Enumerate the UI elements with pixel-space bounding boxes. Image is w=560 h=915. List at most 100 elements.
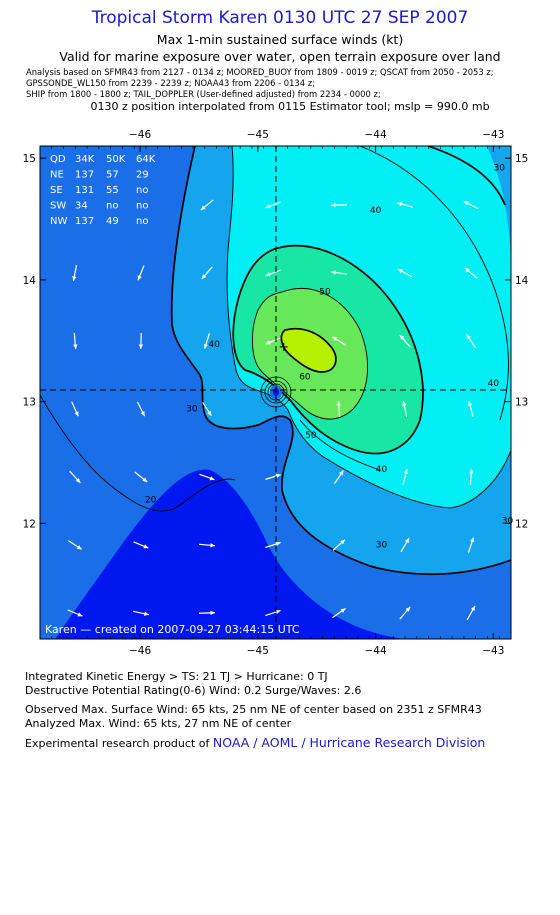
experimental-line: Experimental research product of NOAA / … xyxy=(25,735,485,750)
wind-radii-cell: NW xyxy=(50,216,67,227)
wind-radii-cell: NE xyxy=(50,170,64,181)
wind-arrow-head xyxy=(138,344,144,349)
wind-arrow-head xyxy=(275,609,281,614)
wind-radii-header-cell: 64K xyxy=(136,154,156,165)
wind-arrow-head xyxy=(200,205,206,211)
wind-arrow-head xyxy=(402,401,407,407)
wind-arrow-head xyxy=(336,401,341,406)
wind-radii-cell: 29 xyxy=(136,170,149,181)
y-tick-label-left: 14 xyxy=(23,275,37,287)
wind-radii-cell: 34 xyxy=(75,201,88,212)
wind-arrow-head xyxy=(340,608,346,613)
wind-arrow-head xyxy=(469,469,474,474)
wind-arrow-head xyxy=(203,343,209,349)
analyzed-line: Analyzed Max. Wind: 65 kts, 27 nm NE of … xyxy=(25,717,292,730)
wind-arrow-head xyxy=(207,410,212,416)
wind-arrow-head xyxy=(77,612,83,617)
x-tick-label-top: −43 xyxy=(482,129,504,141)
x-tick-label-bottom: −46 xyxy=(129,645,151,657)
wind-radii-header-cell: QD xyxy=(50,154,66,165)
wind-arrow-head xyxy=(340,539,345,545)
contour-label: 30 xyxy=(502,516,514,526)
wind-arrow-head xyxy=(468,401,473,407)
wind-arrow-head xyxy=(464,267,470,273)
wind-arrow-head xyxy=(403,469,408,475)
x-tick-label-top: −45 xyxy=(247,129,269,141)
wind-arrow-head xyxy=(339,470,344,476)
wind-arrow-head xyxy=(265,340,271,345)
band-ge64 xyxy=(281,328,336,372)
wind-arrow-head xyxy=(397,269,403,274)
wind-arrow-head xyxy=(73,344,78,349)
dpr-line: Destructive Potential Rating(0-6) Wind: … xyxy=(25,684,362,697)
contour-40-outer xyxy=(359,146,509,421)
analysis-line-1: Analysis based on SFMR43 from 2127 - 013… xyxy=(26,67,494,77)
analysis-line-2: GPSSONDE_WL150 from 2239 - 2239 z; NOAA4… xyxy=(26,78,315,88)
wind-radii-cell: no xyxy=(136,185,148,196)
wind-radii-header-cell: 34K xyxy=(75,154,95,165)
wind-radii-cell: 137 xyxy=(75,170,94,181)
chart-subtitle: Max 1-min sustained surface winds (kt) xyxy=(156,32,404,47)
contour-label: 20 xyxy=(145,496,157,506)
wind-arrow-head xyxy=(201,274,207,280)
contour-60 xyxy=(251,288,369,420)
wind-arrow-head xyxy=(140,411,145,417)
contour-label: 40 xyxy=(376,465,388,475)
contour-label: 40 xyxy=(209,340,221,350)
y-tick-label-left: 12 xyxy=(23,518,36,530)
contour-label: 30 xyxy=(186,404,198,414)
x-tick-label-bottom: −43 xyxy=(482,645,504,657)
y-tick-label-left: 15 xyxy=(23,153,36,165)
wind-arrow-head xyxy=(331,270,336,275)
wind-radii-cell: SE xyxy=(50,185,63,196)
wind-arrow-head xyxy=(397,201,403,207)
contour-30 xyxy=(170,146,511,576)
wind-arrow-head xyxy=(210,610,215,616)
wind-arrow-head xyxy=(76,545,82,550)
wind-radii-cell: 55 xyxy=(106,185,119,196)
wind-arrow-head xyxy=(210,543,215,548)
wind-radii-cell: 137 xyxy=(75,216,94,227)
wind-arrow-head xyxy=(275,473,281,479)
wind-arrow-head xyxy=(143,544,149,549)
wind-arrow-head xyxy=(265,272,271,277)
position-line: 0130 z position interpolated from 0115 E… xyxy=(90,100,490,113)
x-tick-label-bottom: −45 xyxy=(247,645,269,657)
wind-arrow-head xyxy=(332,336,338,342)
ike-line: Integrated Kinetic Energy > TS: 21 TJ > … xyxy=(25,670,328,683)
wind-radii-title: WIND RADII (NM) xyxy=(50,137,131,148)
wind-arrow-head xyxy=(74,411,79,417)
wind-arrow-head xyxy=(331,202,336,208)
y-tick-label-right: 15 xyxy=(515,153,528,165)
contour-30-outer xyxy=(427,146,506,206)
contour-label: 30 xyxy=(376,541,388,551)
contour-20 xyxy=(40,394,236,512)
max-wind-marker xyxy=(279,342,288,351)
wind-arrow-head xyxy=(405,606,411,612)
contour-label: 30 xyxy=(493,163,505,173)
contour-label: 60 xyxy=(299,373,311,383)
wind-arrow-head xyxy=(470,606,475,612)
wind-arrow-head xyxy=(75,478,81,483)
wind-arrow-head xyxy=(142,477,148,482)
wind-arrow-head xyxy=(399,334,405,340)
org-link[interactable]: NOAA / AOML / Hurricane Research Divisio… xyxy=(212,735,486,750)
wind-arrow-head xyxy=(265,204,271,209)
contour-50 xyxy=(232,244,424,455)
wind-arrows xyxy=(67,199,479,621)
contour-label: 50 xyxy=(319,288,331,298)
wind-field-chart: WIND RADII (NM) QD 34K 50K 64K NE 137 57 29 SE 13… xyxy=(23,129,529,657)
wind-radii-cell: 49 xyxy=(106,216,119,227)
wind-radii-cell: 57 xyxy=(106,170,119,181)
wind-radii-cell: no xyxy=(136,201,148,212)
wind-arrow-head xyxy=(463,201,469,206)
contour-inner-edge xyxy=(299,419,381,471)
axes: −46 −46 −45 −45 −44 −44 −43 −43 12 12 13 13 14 14 15 15 xyxy=(23,129,529,657)
wind-arrow-head xyxy=(72,276,77,281)
credit-text: Karen — created on 2007-09-27 03:44:15 U… xyxy=(45,623,300,636)
wind-radii-cell: 131 xyxy=(75,185,94,196)
wind-radii-header-cell: 50K xyxy=(106,154,126,165)
contour-label: 50 xyxy=(305,431,317,441)
x-tick-label-bottom: −44 xyxy=(365,645,387,657)
x-tick-label-top: −46 xyxy=(129,129,151,141)
